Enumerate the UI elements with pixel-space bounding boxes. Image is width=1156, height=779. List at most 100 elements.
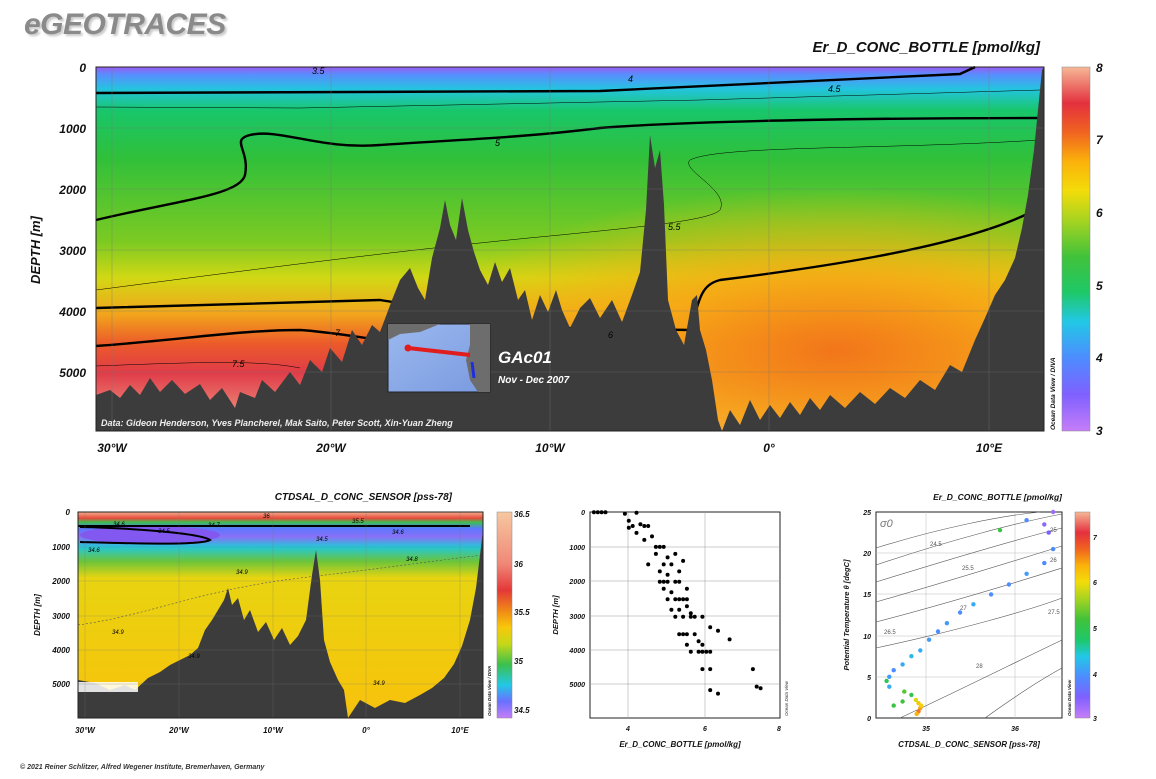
profile-point	[700, 614, 705, 619]
ts-point	[900, 662, 905, 667]
contour-label: 34.9	[112, 630, 124, 636]
profile-point	[650, 534, 654, 539]
ts-x-axis-label: CTDSAL_D_CONC_SENSOR [pss-78]	[898, 740, 1040, 749]
cruise-track-start	[404, 344, 412, 352]
profile-point	[677, 597, 682, 602]
profile-points	[591, 510, 763, 696]
sigma-label: σ0	[880, 518, 894, 530]
profile-point	[661, 562, 666, 567]
profile-point	[716, 628, 720, 633]
profile-point	[665, 555, 670, 560]
profile-point	[661, 544, 666, 549]
ts-point	[997, 527, 1003, 533]
contour-label: 3.5	[312, 66, 326, 76]
profile-point	[634, 510, 639, 515]
er-contour-labels: 3.5 4 4.5 5 5.5 6 7 7.5	[232, 66, 842, 369]
x-tick: 10°W	[535, 441, 566, 455]
colorbar-tick: 5	[1093, 626, 1097, 633]
profile-point	[630, 524, 635, 528]
ts-point	[919, 703, 924, 708]
profile-x-ticks: 4 6 8	[625, 726, 781, 733]
x-tick: 10°E	[451, 726, 469, 735]
profile-point	[692, 614, 697, 619]
ts-point	[913, 697, 919, 703]
contour-label: 34.9	[188, 654, 200, 660]
colorbar-tick: 6	[1096, 206, 1103, 220]
profile-point	[673, 597, 678, 602]
y-tick: 5000	[52, 680, 70, 689]
er-grid	[96, 67, 1044, 431]
y-tick: 1000	[59, 122, 86, 136]
profile-point	[681, 632, 686, 637]
profile-point	[653, 551, 658, 556]
profile-point	[622, 511, 627, 516]
contour-label: 36	[263, 514, 270, 520]
profile-grid	[590, 512, 780, 718]
profile-point	[716, 691, 720, 696]
er-y-axis-label: DEPTH [m]	[28, 215, 43, 284]
profile-point	[684, 632, 689, 637]
colorbar-tick: 4	[1092, 672, 1097, 679]
ts-point	[891, 668, 896, 673]
ts-x-ticks: 35 36	[922, 726, 1019, 733]
y-tick: 0	[581, 510, 585, 517]
contour-label: 7.5	[232, 359, 246, 369]
y-tick: 5000	[569, 682, 585, 689]
y-tick: 5000	[59, 366, 86, 380]
ts-point	[1006, 582, 1012, 587]
ts-point	[935, 629, 941, 634]
ts-point	[1050, 509, 1056, 515]
ts-plot-area	[875, 511, 1063, 719]
ts-colorbar-ramp	[1074, 511, 1091, 719]
y-tick: 0	[79, 61, 86, 75]
ts-diagram: Er_D_CONC_BOTTLE [pmol/kg] 24.5 25 25.5 …	[842, 492, 1098, 749]
contour-line-7	[95, 328, 381, 348]
ts-point	[988, 592, 994, 597]
profile-point	[688, 614, 693, 619]
profile-point	[642, 537, 647, 542]
sal-y-ticks: 0 1000 2000 3000 4000 5000	[51, 508, 70, 689]
profile-plot-area	[589, 511, 781, 719]
x-tick: 20°W	[168, 726, 190, 735]
profile-point	[653, 544, 658, 549]
profile-point	[677, 607, 682, 612]
isopycnal-label: 27.5	[1048, 610, 1060, 616]
sal-low-core	[80, 526, 220, 544]
contour-label: 34.5	[316, 537, 328, 543]
er-bathymetry-east	[722, 67, 1044, 431]
ts-point	[891, 703, 896, 708]
contour-label: 34.6	[113, 522, 125, 528]
sal-contour-34-5	[79, 526, 212, 545]
y-tick: 4000	[51, 646, 70, 655]
profile-point	[646, 562, 651, 567]
profile-point	[665, 597, 670, 602]
cruise-track-coastal	[470, 361, 476, 379]
sal-contour-34-9	[77, 554, 484, 626]
ts-point	[944, 621, 950, 626]
profile-point	[750, 667, 755, 672]
y-tick: 3000	[59, 244, 86, 258]
profile-point	[700, 667, 705, 672]
x-tick: 8	[777, 726, 781, 733]
sal-x-ticks: 30°W 20°W 10°W 0° 10°E	[75, 726, 469, 735]
isopycnal-label: 27	[960, 606, 967, 612]
ts-point	[909, 692, 914, 698]
contour-line-5	[95, 116, 1041, 222]
ts-point	[887, 674, 892, 679]
sal-frame	[77, 511, 484, 719]
ts-y-ticks: 0 5 10 15 20 25	[862, 510, 871, 723]
ts-y-axis-label: Potential Temperature θ [degC]	[842, 559, 851, 671]
y-tick: 1000	[52, 543, 70, 552]
contour-line-4	[95, 65, 976, 95]
profile-point	[665, 572, 670, 577]
colorbar-tick: 3	[1096, 424, 1103, 438]
profile-point	[626, 525, 631, 530]
profile-point	[673, 579, 678, 584]
colorbar-tick: 36	[514, 560, 523, 569]
ts-point	[902, 689, 907, 694]
x-tick: 30°W	[97, 441, 128, 455]
profile-point	[758, 686, 763, 691]
profile-point	[642, 524, 647, 528]
x-tick: 6	[703, 726, 707, 733]
profile-point	[688, 611, 693, 616]
